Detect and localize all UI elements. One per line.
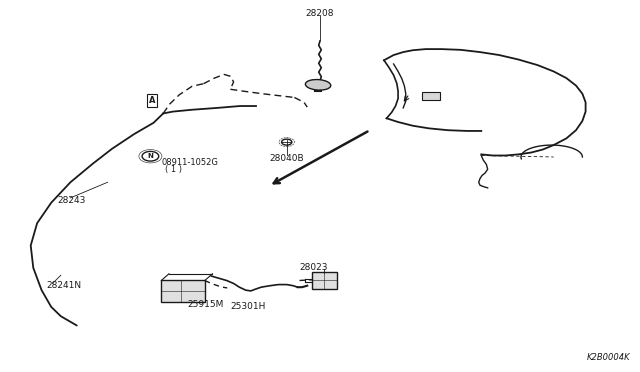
- Text: 28208: 28208: [306, 9, 334, 17]
- Text: A: A: [149, 96, 156, 105]
- Text: K2B0004K: K2B0004K: [587, 353, 630, 362]
- Text: 25301H: 25301H: [230, 302, 266, 311]
- Text: ( 1 ): ( 1 ): [165, 165, 182, 174]
- FancyBboxPatch shape: [422, 92, 440, 100]
- Text: N: N: [147, 153, 154, 159]
- Text: 28243: 28243: [58, 196, 86, 205]
- Ellipse shape: [305, 80, 331, 90]
- FancyBboxPatch shape: [312, 272, 337, 289]
- Text: 28241N: 28241N: [46, 281, 81, 290]
- FancyBboxPatch shape: [161, 280, 205, 302]
- Text: 28023: 28023: [300, 263, 328, 272]
- Text: 25915M: 25915M: [187, 300, 223, 309]
- Text: 08911-1052G: 08911-1052G: [161, 158, 218, 167]
- Text: 28040B: 28040B: [269, 154, 304, 163]
